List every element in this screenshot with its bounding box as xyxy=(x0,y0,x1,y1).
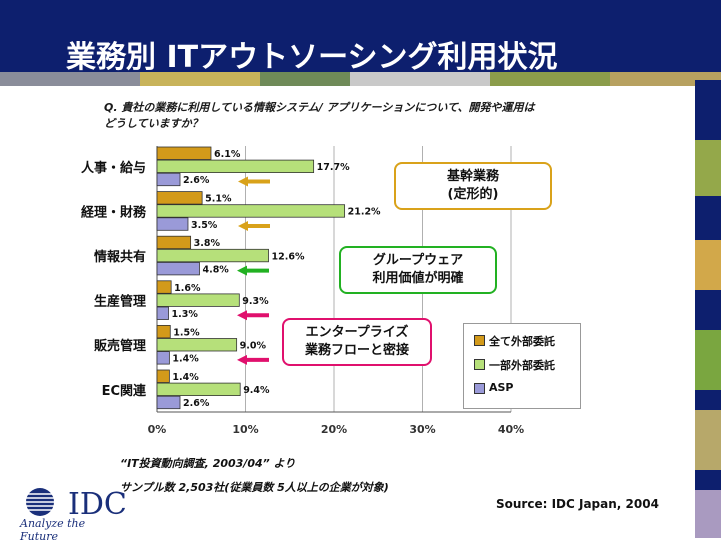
bar-value-label: 3.5% xyxy=(191,220,218,231)
legend-swatch xyxy=(474,383,485,394)
category-label: 人事・給与 xyxy=(81,160,146,176)
question-line-1: Q. 貴社の業務に利用している情報システム/ アプリケーションについて、開発や運… xyxy=(104,101,535,114)
category-label: 生産管理 xyxy=(94,294,146,310)
callout-enterprise: エンタープライズ 業務フローと密接 xyxy=(282,318,432,366)
bar-value-label: 1.5% xyxy=(173,327,200,338)
sample-note: サンプル数 2,503社(従業員数 5人以上の企業が対象) xyxy=(120,481,389,494)
bar-value-label: 2.6% xyxy=(183,175,210,186)
arrow-icon xyxy=(238,176,270,187)
bar xyxy=(156,248,269,263)
bar-block xyxy=(695,490,721,538)
idc-globe-icon xyxy=(24,488,56,516)
bar xyxy=(156,280,172,294)
bar xyxy=(156,324,171,339)
bar xyxy=(156,235,192,250)
bar xyxy=(156,146,212,160)
logo-wordmark: IDC xyxy=(68,487,127,522)
logo-tagline: Analyze the Future xyxy=(20,517,86,543)
bar xyxy=(156,172,181,187)
bar-value-label: 9.0% xyxy=(240,341,267,352)
bar-value-label: 1.4% xyxy=(172,372,199,383)
bar-block xyxy=(695,330,721,390)
arrow-icon xyxy=(237,354,269,365)
bar-value-label: 6.1% xyxy=(214,149,241,160)
x-tick-label: 10% xyxy=(232,423,258,436)
bar-value-label: 2.6% xyxy=(183,398,210,409)
bar xyxy=(156,351,170,365)
x-tick-label: 40% xyxy=(498,423,524,436)
legend-label: 一部外部委託 xyxy=(489,359,555,372)
header-stripe xyxy=(350,72,490,86)
bar-block xyxy=(695,140,721,196)
bar xyxy=(156,204,346,218)
question-text: Q. 貴社の業務に利用している情報システム/ アプリケーションについて、開発や運… xyxy=(104,100,624,132)
bar-value-label: 9.4% xyxy=(243,385,270,396)
bar-value-label: 1.6% xyxy=(174,283,201,294)
survey-note: “IT投資動向調査, 2003/04” より xyxy=(120,457,296,470)
callout-line: 業務フローと密接 xyxy=(304,343,409,358)
bar xyxy=(156,191,203,205)
header-stripe xyxy=(260,72,350,86)
category-label: 情報共有 xyxy=(94,249,146,265)
legend-swatch xyxy=(474,335,485,346)
header-stripe xyxy=(610,72,721,86)
callout-groupware: グループウェア 利用価値が明確 xyxy=(339,246,497,294)
bar-value-label: 1.3% xyxy=(172,309,199,320)
category-label: EC関連 xyxy=(102,383,147,399)
idc-logo: IDC Analyze the Future xyxy=(10,487,127,543)
bar xyxy=(156,395,181,410)
legend-label: ASP xyxy=(489,381,514,394)
header-band xyxy=(0,0,721,86)
right-decorative-bar xyxy=(695,80,721,538)
bar-value-label: 9.3% xyxy=(242,296,269,307)
bar-value-label: 3.8% xyxy=(194,238,221,249)
bar xyxy=(156,382,241,397)
source-text: Source: IDC Japan, 2004 xyxy=(496,497,659,511)
bar xyxy=(156,217,189,231)
bar-value-label: 21.2% xyxy=(348,207,381,218)
bar xyxy=(156,338,238,352)
legend-label: 全て外部委託 xyxy=(489,335,555,348)
x-tick-label: 20% xyxy=(321,423,347,436)
bar-value-label: 4.8% xyxy=(202,264,229,275)
callout-line: (定形的) xyxy=(447,187,499,202)
category-label: 販売管理 xyxy=(94,338,146,354)
bar xyxy=(156,306,169,320)
header-stripe xyxy=(0,72,140,86)
x-tick-label: 30% xyxy=(409,423,435,436)
bar xyxy=(156,159,315,174)
category-label: 経理・財務 xyxy=(81,204,147,220)
bar xyxy=(156,369,170,383)
callout-core-business: 基幹業務 (定形的) xyxy=(394,162,552,210)
legend-swatch xyxy=(474,359,485,370)
bar xyxy=(156,261,200,276)
bar-value-label: 17.7% xyxy=(317,162,350,173)
question-line-2: どうしていますか？ xyxy=(104,117,203,130)
slide-title: 業務別 ITアウトソーシング利用状況 xyxy=(66,40,558,75)
bar-block xyxy=(695,240,721,290)
bar-value-label: 12.6% xyxy=(272,251,305,262)
callout-line: 利用価値が明確 xyxy=(372,271,464,286)
bar xyxy=(156,293,240,307)
header-stripe xyxy=(490,72,610,86)
arrow-icon xyxy=(238,221,270,232)
chart-legend: 全て外部委託 一部外部委託 ASP xyxy=(463,323,581,409)
arrow-icon xyxy=(237,310,269,321)
bar-block xyxy=(695,410,721,470)
bar-value-label: 1.4% xyxy=(172,354,199,365)
callout-line: エンタープライズ xyxy=(305,325,409,340)
header-stripe xyxy=(140,72,260,86)
bar-value-label: 5.1% xyxy=(205,194,232,205)
callout-line: グループウェア xyxy=(372,253,464,268)
callout-line: 基幹業務 xyxy=(446,169,499,184)
arrow-icon xyxy=(237,265,269,276)
x-tick-label: 0% xyxy=(148,423,167,436)
